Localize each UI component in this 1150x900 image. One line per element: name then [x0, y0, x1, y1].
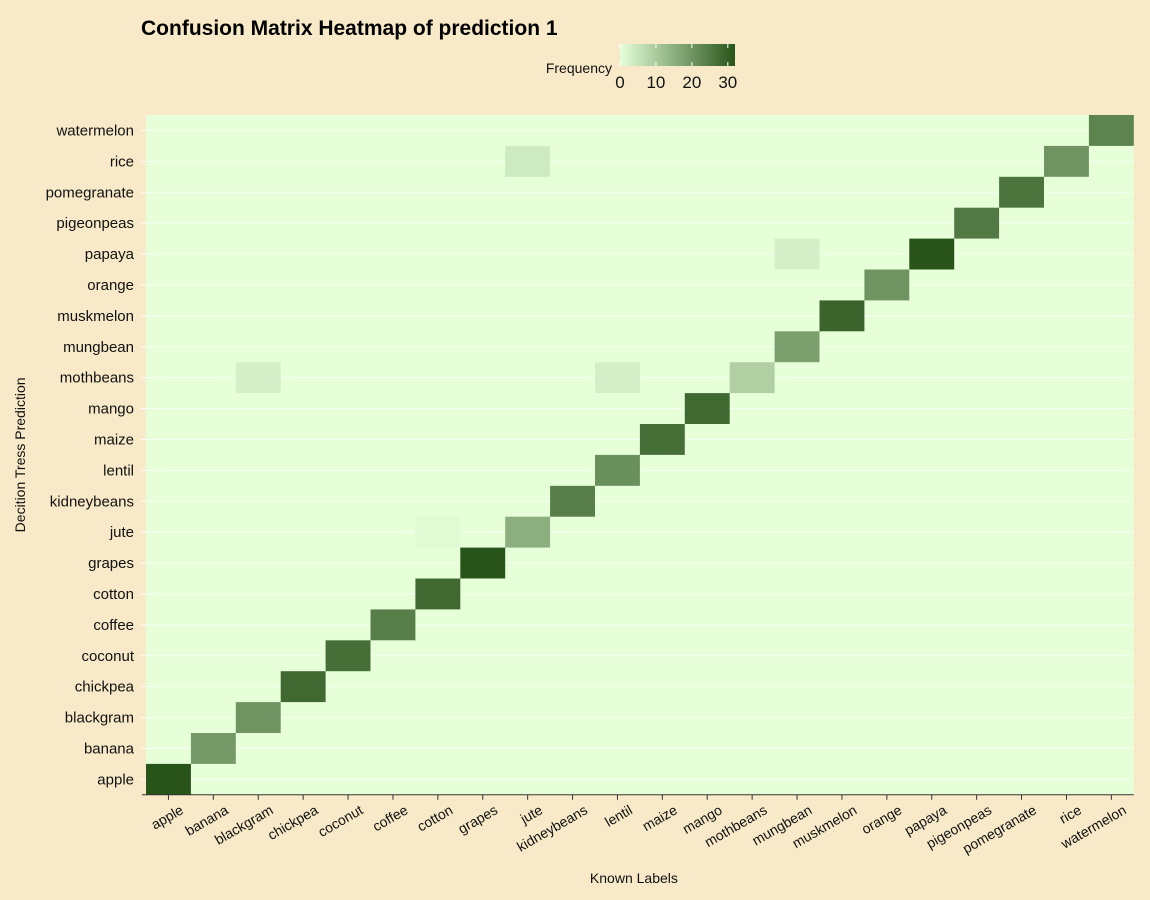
y-tick-label: coconut [81, 648, 134, 665]
y-tick-label: pigeonpeas [56, 215, 134, 232]
heatmap-cell-cotton-cotton [415, 578, 461, 610]
x-axis-title: Known Labels [590, 870, 678, 886]
heatmap-cell-orange-orange [864, 269, 910, 301]
y-tick-label: pomegranate [46, 184, 134, 201]
heatmap-cell-pigeonpeas-pigeonpeas [954, 207, 1000, 239]
legend-tick-label: 10 [646, 73, 665, 92]
y-axis-title: Decition Tress Prediction [12, 377, 28, 532]
heatmap-cell-apple-apple [146, 763, 191, 795]
y-tick-label: orange [87, 277, 134, 294]
y-tick-label: chickpea [75, 679, 135, 696]
y-tick-label: maize [94, 431, 134, 448]
heatmap-cell-jute-jute [505, 516, 551, 548]
y-tick-label: jute [109, 524, 134, 541]
x-tick-label: rice [1056, 801, 1084, 826]
heatmap-cell-blackgram-blackgram [235, 702, 281, 733]
y-tick-label: kidneybeans [50, 493, 134, 510]
y-tick-label: mothbeans [60, 370, 134, 387]
y-tick-label: lentil [103, 462, 134, 479]
y-tick-label: mungbean [63, 339, 134, 356]
x-tick-label: jute [517, 801, 546, 827]
y-tick-label: watermelon [55, 122, 134, 139]
heatmap-cell-grapes-grapes [460, 547, 506, 579]
y-tick-label: rice [110, 153, 134, 170]
x-tick-label: apple [148, 801, 186, 832]
heatmap-cell-blackgram-mothbeans [235, 362, 281, 394]
x-tick-label: coconut [315, 801, 366, 839]
heatmap-cell-chickpea-chickpea [280, 671, 326, 703]
heatmap-cell-mungbean-papaya [774, 238, 820, 270]
legend-tick-label: 0 [615, 73, 624, 92]
heatmap-cell-lentil-lentil [595, 454, 640, 486]
legend-tick-label: 20 [682, 73, 701, 92]
heatmap-cell-mango-mango [684, 393, 730, 424]
heatmap-cell-rice-rice [1044, 145, 1089, 177]
y-tick-label: grapes [88, 555, 134, 572]
legend-colorbar [620, 44, 735, 66]
y-tick-label: blackgram [65, 710, 134, 727]
x-tick-label: lentil [602, 802, 635, 830]
heatmap-cell-jute-rice [505, 145, 551, 177]
heatmap-cell-watermelon-watermelon [1088, 115, 1134, 146]
x-tick-label: grapes [455, 802, 500, 837]
x-tick-label: orange [859, 801, 905, 837]
chart-title: Confusion Matrix Heatmap of prediction 1 [141, 17, 558, 40]
heatmap-cell-papaya-papaya [909, 238, 955, 270]
y-tick-label: muskmelon [57, 308, 134, 325]
heatmap-cell-muskmelon-muskmelon [819, 300, 865, 332]
y-tick-label: coffee [93, 617, 134, 634]
heatmap-cell-kidneybeans-kidneybeans [550, 485, 595, 517]
heatmap-cell-pomegranate-pomegranate [999, 176, 1044, 208]
x-tick-label: coffee [370, 801, 411, 834]
heatmap-cell-mothbeans-mothbeans [729, 362, 775, 394]
y-tick-label: mango [88, 401, 134, 418]
x-tick-label: cotton [414, 802, 455, 835]
y-tick-label: cotton [93, 586, 134, 603]
heatmap-cell-cotton-jute [415, 516, 461, 548]
y-tick-label: apple [97, 771, 134, 788]
heatmap-cell-banana-banana [190, 733, 236, 764]
heatmap-cell-coffee-coffee [370, 609, 416, 641]
legend-tick-label: 30 [718, 73, 737, 92]
heatmap-cell-lentil-mothbeans [595, 362, 640, 394]
x-tick-label: maize [639, 801, 680, 834]
heatmap-cell-coconut-coconut [325, 640, 371, 672]
heatmap-cell-mungbean-mungbean [774, 331, 820, 363]
legend-title: Frequency [546, 60, 612, 76]
y-tick-label: banana [84, 740, 135, 757]
y-tick-label: papaya [85, 246, 135, 263]
x-tick-label: chickpea [265, 801, 321, 843]
heatmap-cell-maize-maize [639, 424, 685, 455]
